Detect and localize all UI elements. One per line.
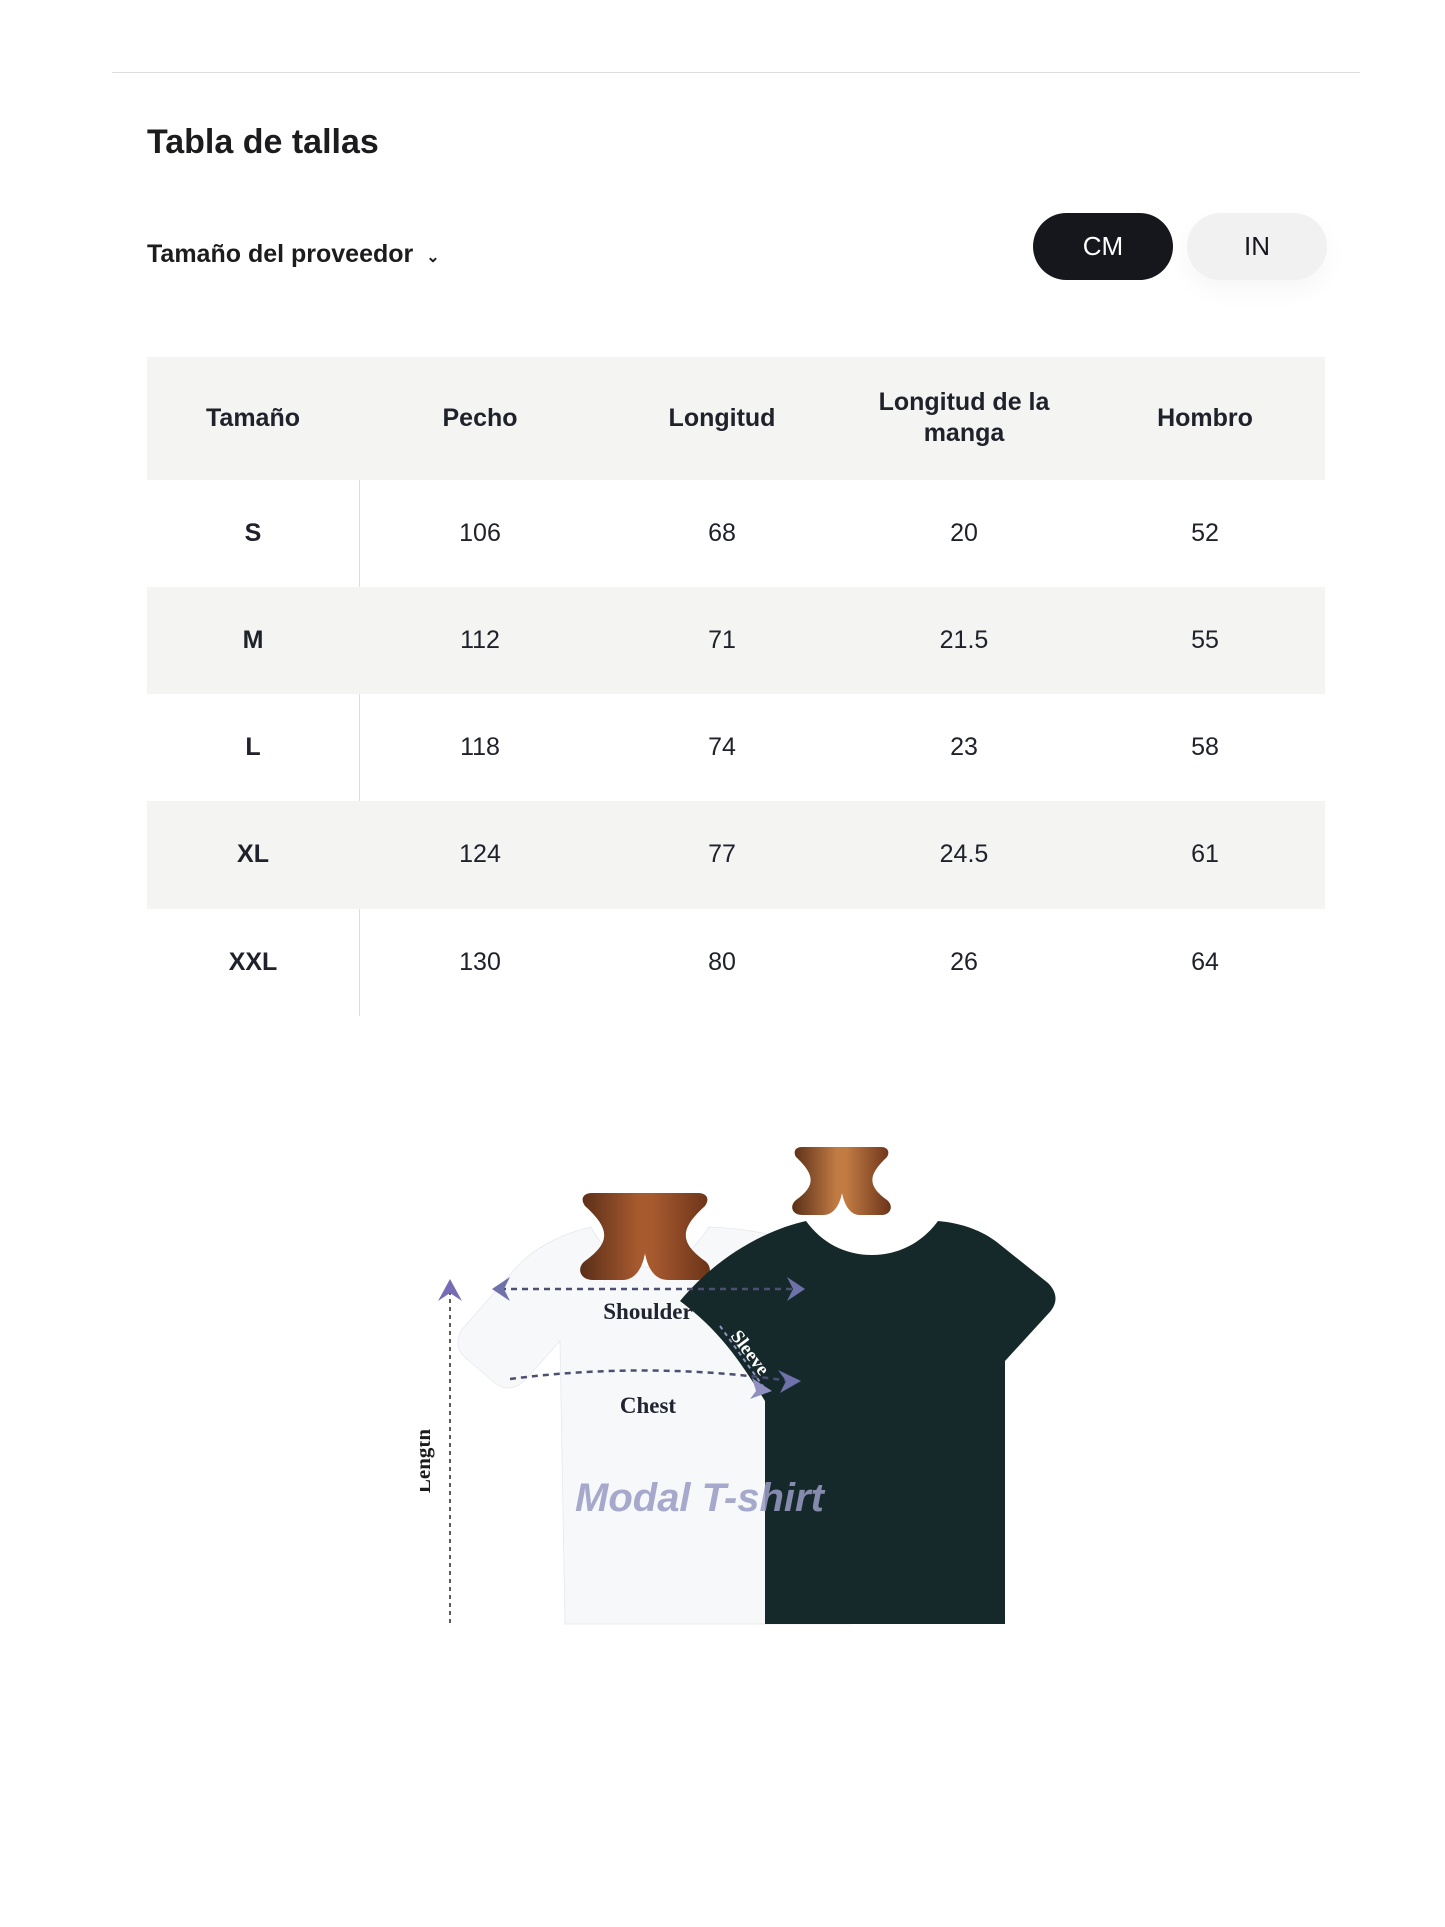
- svg-text:Modal T-shirt: Modal T-shirt: [575, 1476, 826, 1520]
- svg-text:Chest: Chest: [620, 1393, 677, 1418]
- svg-text:Length: Length: [420, 1429, 435, 1494]
- svg-text:Shoulder: Shoulder: [603, 1299, 692, 1324]
